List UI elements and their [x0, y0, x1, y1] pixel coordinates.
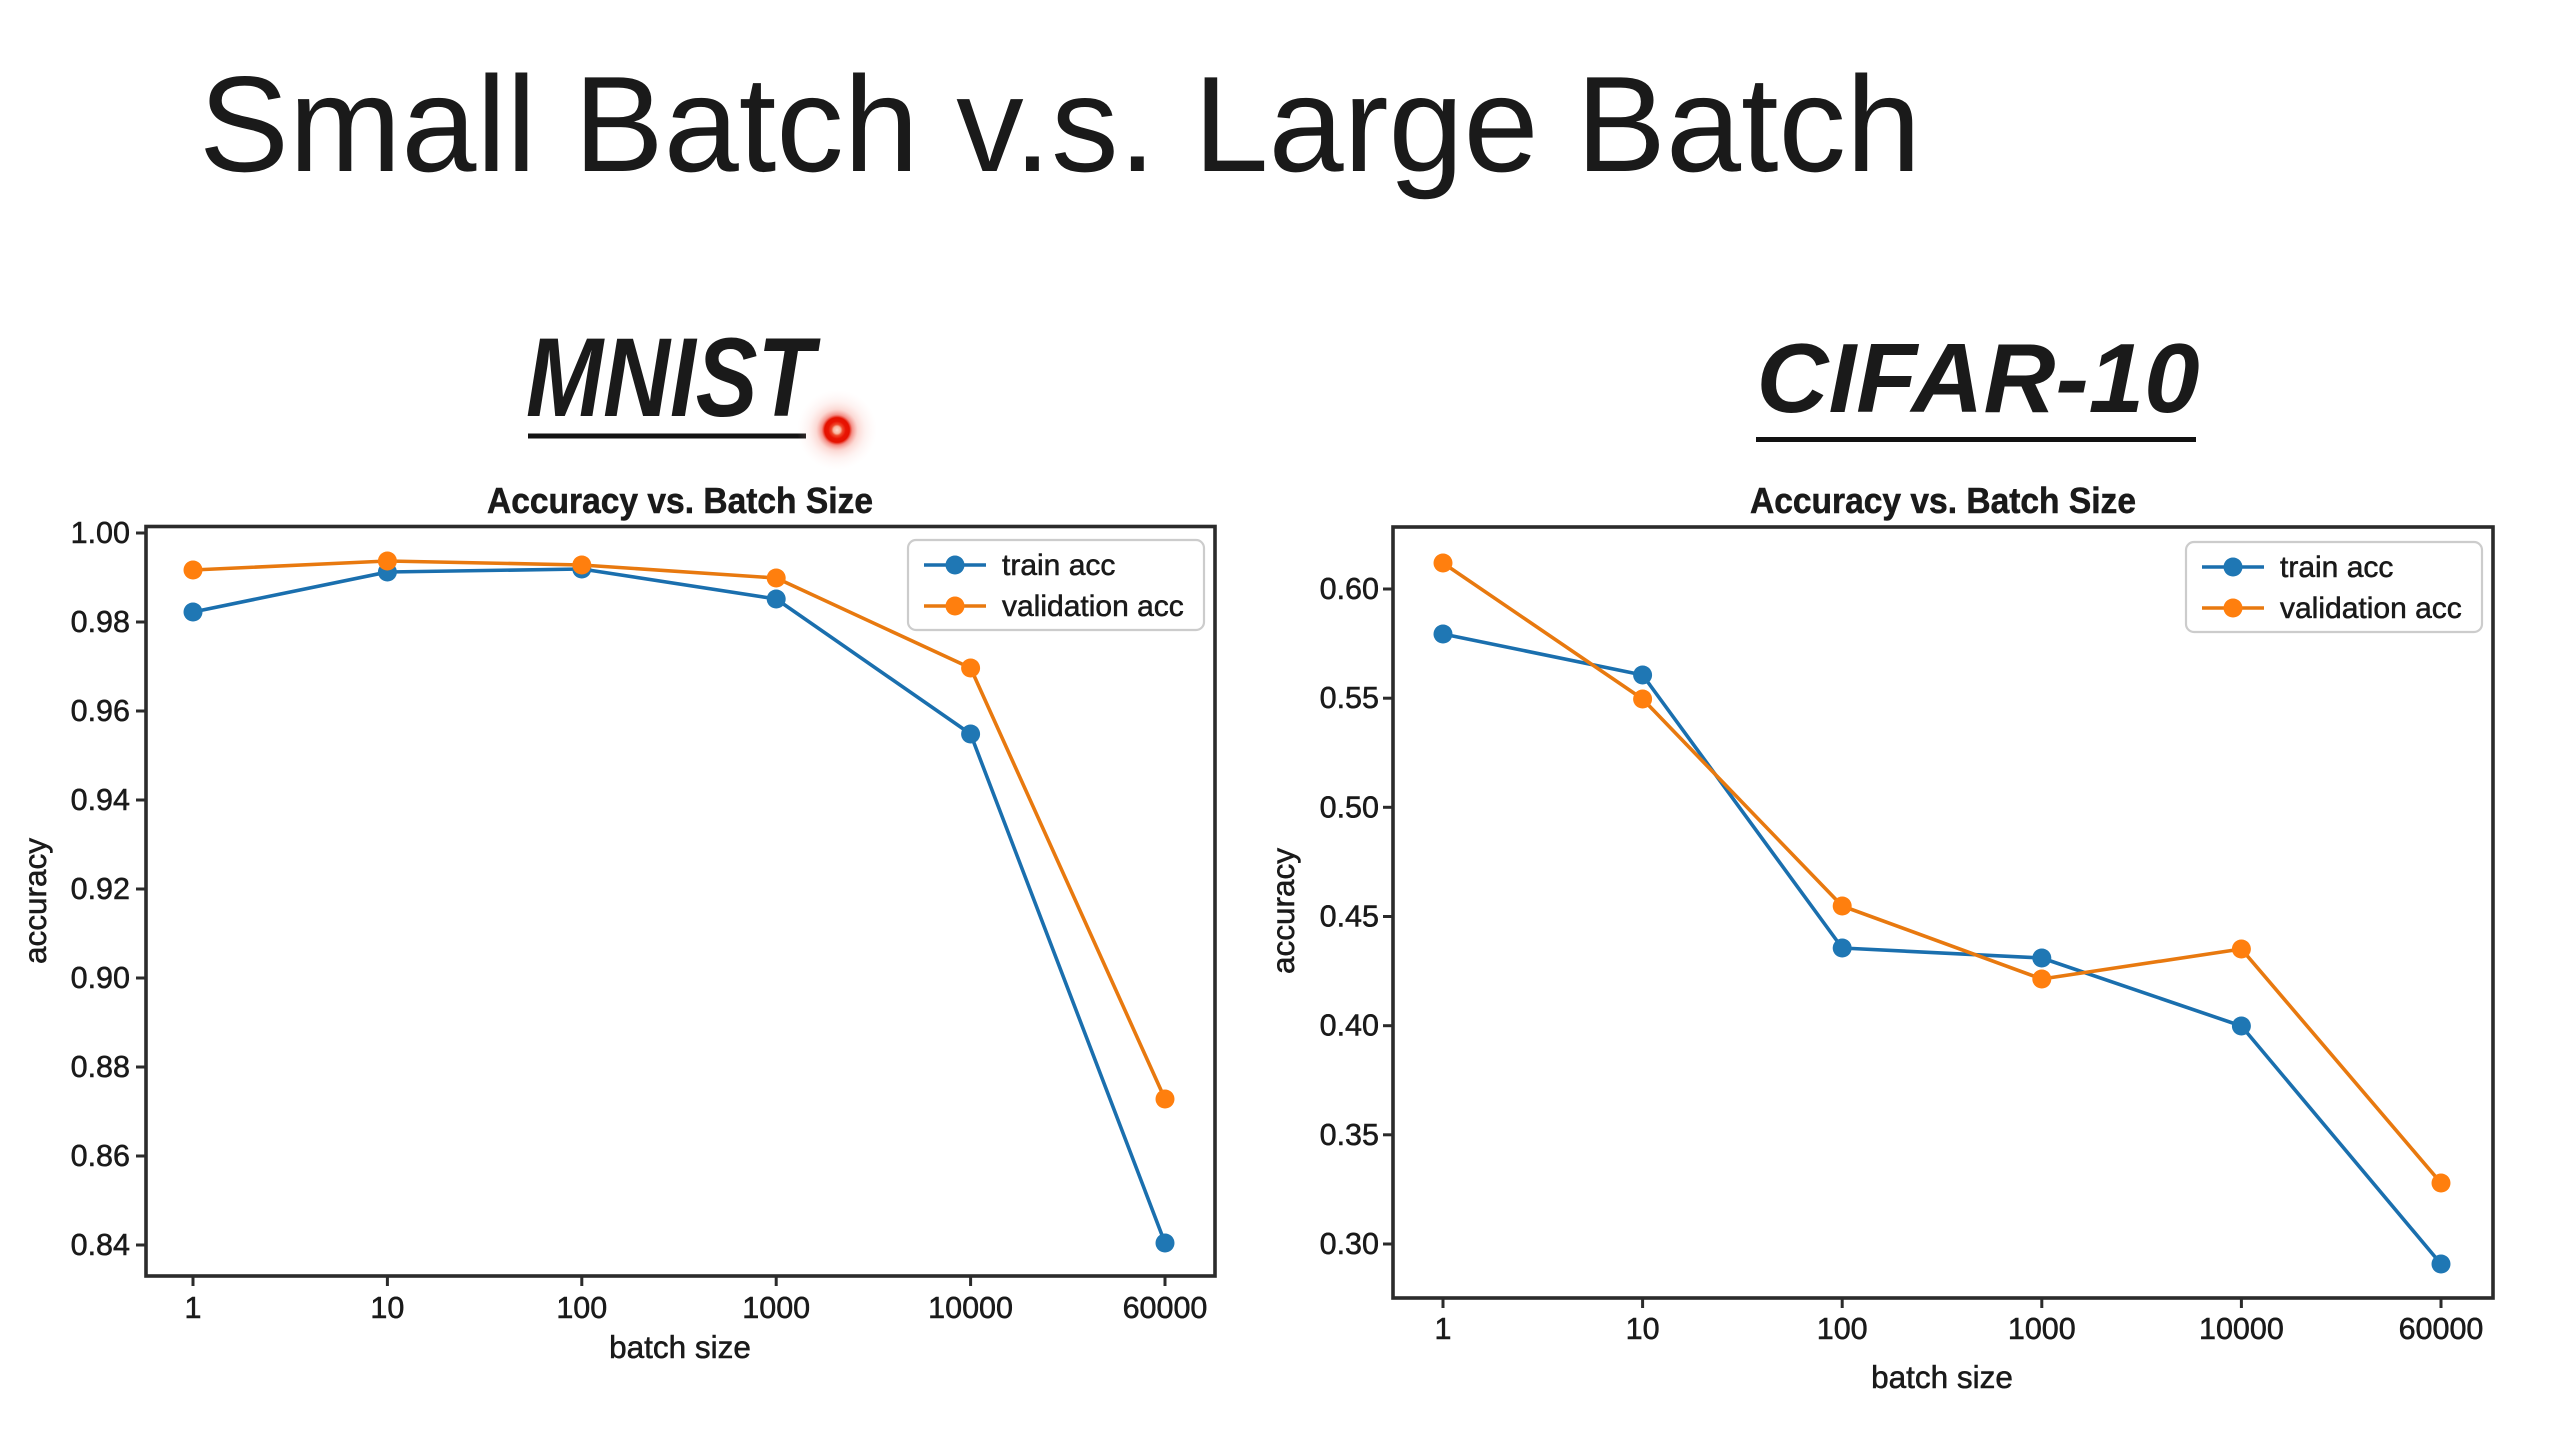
svg-text:10: 10	[370, 1291, 404, 1325]
svg-text:1000: 1000	[2008, 1312, 2076, 1346]
svg-text:100: 100	[1817, 1312, 1868, 1346]
svg-text:0.96: 0.96	[71, 694, 130, 728]
svg-text:train acc: train acc	[1002, 549, 1115, 582]
svg-text:10000: 10000	[928, 1291, 1013, 1325]
svg-text:1: 1	[185, 1291, 202, 1325]
svg-text:0.40: 0.40	[1320, 1009, 1379, 1043]
svg-text:Small Batch v.s. Large Batch: Small Batch v.s. Large Batch	[199, 48, 1921, 200]
svg-text:10: 10	[1626, 1312, 1660, 1346]
svg-text:accuracy: accuracy	[17, 838, 53, 964]
svg-text:validation acc: validation acc	[1002, 590, 1184, 623]
svg-text:0.50: 0.50	[1320, 790, 1379, 824]
svg-text:0.90: 0.90	[71, 961, 130, 995]
svg-text:0.84: 0.84	[71, 1228, 130, 1262]
svg-text:60000: 60000	[2399, 1312, 2484, 1346]
svg-text:Accuracy vs. Batch Size: Accuracy vs. Batch Size	[1750, 480, 2136, 521]
svg-text:validation acc: validation acc	[2280, 592, 2462, 625]
svg-text:batch size: batch size	[609, 1329, 751, 1365]
svg-text:10000: 10000	[2199, 1312, 2284, 1346]
svg-text:0.98: 0.98	[71, 605, 130, 639]
svg-text:CIFAR-10: CIFAR-10	[1757, 323, 2200, 433]
svg-text:Accuracy vs. Batch Size: Accuracy vs. Batch Size	[487, 480, 873, 521]
svg-text:0.55: 0.55	[1320, 681, 1379, 715]
svg-text:0.45: 0.45	[1320, 900, 1379, 934]
svg-text:MNIST: MNIST	[526, 315, 821, 440]
svg-text:batch size: batch size	[1871, 1359, 2013, 1395]
svg-text:0.92: 0.92	[71, 872, 130, 906]
svg-text:0.88: 0.88	[71, 1050, 130, 1084]
svg-text:60000: 60000	[1123, 1291, 1208, 1325]
svg-text:0.30: 0.30	[1320, 1227, 1379, 1261]
svg-text:0.86: 0.86	[71, 1139, 130, 1173]
svg-text:1000: 1000	[742, 1291, 810, 1325]
svg-text:0.60: 0.60	[1320, 572, 1379, 606]
svg-text:100: 100	[556, 1291, 607, 1325]
svg-text:0.35: 0.35	[1320, 1118, 1379, 1152]
svg-text:1: 1	[1435, 1312, 1452, 1346]
svg-text:0.94: 0.94	[71, 783, 130, 817]
svg-text:1.00: 1.00	[71, 516, 130, 550]
svg-text:train acc: train acc	[2280, 551, 2393, 584]
svg-text:accuracy: accuracy	[1265, 848, 1301, 974]
